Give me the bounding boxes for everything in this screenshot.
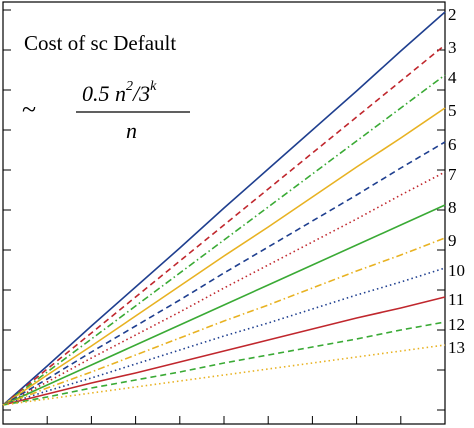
formula-numerator-base: 0.5 n: [82, 81, 126, 106]
formula-exponent: 2: [126, 79, 133, 94]
series-line: [2, 267, 446, 406]
series-label: 7: [448, 165, 457, 184]
series-line: [2, 44, 446, 406]
series-label: 10: [448, 261, 465, 280]
chart-title: Cost of sc Default: [24, 31, 176, 55]
series-label: 11: [448, 290, 464, 309]
series-label: 13: [448, 338, 465, 357]
series-line: [2, 11, 446, 406]
series-label: 12: [448, 315, 465, 334]
formula-denominator: n: [126, 118, 137, 143]
series-line: [2, 107, 446, 406]
formula-prefix: ~: [22, 95, 36, 124]
series-label: 4: [448, 68, 457, 87]
series-label: 2: [448, 5, 457, 24]
series-label: 5: [448, 101, 457, 120]
series-line: [2, 74, 446, 406]
formula-numerator: 0.5 n2/3k: [82, 79, 157, 106]
series-line: [2, 141, 446, 406]
series-line: [2, 321, 446, 406]
series-label: 8: [448, 198, 457, 217]
series-label: 3: [448, 38, 457, 57]
series-label: 6: [448, 135, 457, 154]
formula-divisor: /3: [131, 81, 150, 106]
series-label: 9: [448, 231, 457, 250]
series-line: [2, 296, 446, 406]
series-line: [2, 237, 446, 406]
series-line: [2, 204, 446, 406]
formula-divisor-exponent: k: [150, 79, 157, 94]
